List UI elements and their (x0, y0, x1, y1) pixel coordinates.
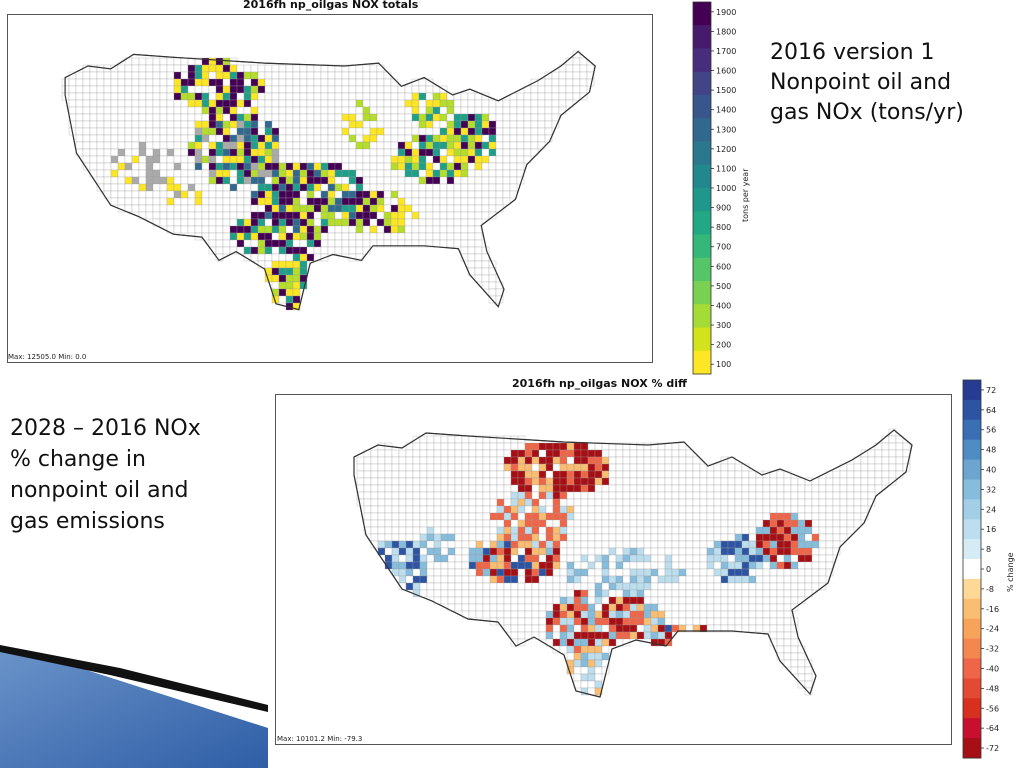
top-colorbar-swatch (693, 304, 711, 328)
bottom-colorbar-tick-label: 64 (986, 406, 996, 415)
top-map-maxmin: Max: 12505.0 Min: 0.0 (8, 353, 87, 361)
top-colorbar-tick-label: 1900 (716, 8, 736, 17)
top-colorbar-swatch (693, 71, 711, 96)
bottom-colorbar-swatch (963, 578, 981, 600)
top-colorbar-tick-label: 300 (716, 321, 731, 330)
bottom-map-canvas (353, 428, 913, 698)
bottom-colorbar-label: % change (1006, 552, 1015, 592)
bottom-colorbar-swatch (963, 638, 981, 660)
top-map-colorbar: 100 200 300 400 500 600 700 800 900 1000 1100 1200 1… (692, 1, 736, 375)
bottom-colorbar-swatch (963, 459, 981, 480)
top-colorbar-tick-label: 900 (716, 204, 731, 213)
bottom-map-maxmin: Max: 10101.2 Min: -79.3 (277, 735, 363, 743)
bottom-colorbar-swatch (963, 678, 981, 699)
top-colorbar-swatch (693, 164, 711, 189)
bottom-colorbar-swatch (963, 559, 981, 580)
bottom-colorbar-swatch (963, 380, 981, 401)
bottom-colorbar-swatch (963, 519, 981, 540)
bottom-colorbar-swatch (963, 738, 981, 759)
top-colorbar-swatch (693, 141, 711, 166)
top-colorbar-tick-label: 1000 (716, 184, 736, 193)
bottom-colorbar-tick-label: 16 (986, 525, 996, 534)
top-colorbar-tick-label: 1700 (716, 47, 736, 56)
bottom-colorbar-tick-label: -64 (986, 724, 999, 733)
top-map-title: 2016fh np_oilgas NOX totals (243, 0, 419, 11)
bottom-colorbar-tick-label: 56 (986, 426, 996, 435)
top-colorbar-tick-label: 800 (716, 223, 731, 232)
bottom-colorbar-swatch (963, 479, 981, 500)
bottom-colorbar-swatch (963, 718, 981, 739)
bottom-colorbar-tick-label: -40 (986, 664, 999, 673)
bottom-colorbar-swatch (963, 598, 981, 620)
bottom-map (275, 394, 952, 745)
top-colorbar-label: tons per year (741, 168, 750, 223)
top-colorbar-tick-label: 1800 (716, 27, 736, 36)
bottom-colorbar-swatch (963, 618, 981, 640)
top-colorbar-swatch (693, 95, 711, 119)
top-colorbar-tick-label: 1300 (716, 125, 736, 134)
top-colorbar-tick-label: 1600 (716, 67, 736, 76)
bottom-map-colorbar: 72 64 56 48 40 32 24 16 8 0 -8 -16 -24 -32 -40 -48 -56 -6… (962, 379, 999, 759)
bottom-colorbar-tick-label: -32 (986, 645, 999, 654)
bottom-colorbar-tick-label: 40 (986, 466, 996, 475)
top-colorbar-swatch (693, 188, 711, 212)
top-colorbar-tick-label: 1200 (716, 145, 736, 154)
bottom-colorbar-swatch (963, 539, 981, 560)
top-colorbar-swatch (693, 257, 711, 282)
top-colorbar-swatch (693, 118, 711, 142)
top-map-canvas (61, 50, 596, 311)
bottom-colorbar-tick-label: -16 (986, 605, 999, 614)
top-colorbar-swatch (693, 48, 711, 73)
bottom-colorbar-tick-label: 8 (986, 545, 991, 554)
bottom-map-title: 2016fh np_oilgas NOX % diff (512, 377, 687, 390)
bottom-colorbar-swatch (963, 658, 981, 679)
top-colorbar-tick-label: 1100 (716, 164, 736, 173)
top-colorbar-swatch (693, 234, 711, 259)
bottom-description: 2028 – 2016 NOx % change in nonpoint oil… (10, 416, 201, 534)
bottom-colorbar-tick-label: -48 (986, 684, 999, 693)
bottom-colorbar-tick-label: 32 (986, 485, 996, 494)
bottom-colorbar-tick-label: 72 (986, 386, 996, 395)
bottom-colorbar-swatch (963, 499, 981, 520)
top-colorbar-swatch (693, 211, 711, 235)
bottom-colorbar-tick-label: 0 (986, 565, 991, 574)
top-colorbar-swatch (693, 350, 711, 375)
top-map-counties (61, 50, 595, 311)
top-colorbar-tick-label: 500 (716, 282, 731, 291)
top-colorbar-tick-label: 100 (716, 360, 731, 369)
bottom-colorbar-tick-label: -8 (986, 585, 994, 594)
bottom-colorbar-swatch (963, 399, 981, 421)
top-colorbar-tick-label: 1500 (716, 86, 736, 95)
top-colorbar-swatch (693, 281, 711, 305)
top-colorbar-tick-label: 700 (716, 243, 731, 252)
bottom-colorbar-tick-label: -72 (986, 744, 999, 753)
top-map (7, 14, 653, 363)
top-colorbar-tick-label: 600 (716, 262, 731, 271)
bottom-colorbar-swatch (963, 439, 981, 461)
top-colorbar-swatch (693, 327, 711, 352)
top-colorbar-swatch (693, 2, 711, 26)
top-colorbar-tick-label: 400 (716, 301, 731, 310)
bottom-colorbar-swatch (963, 419, 981, 441)
bottom-colorbar-tick-label: -24 (986, 625, 999, 634)
top-description: 2016 version 1 Nonpoint oil and gas NOx … (770, 40, 964, 125)
bottom-colorbar-tick-label: -56 (986, 704, 999, 713)
top-colorbar-tick-label: 200 (716, 341, 731, 350)
bottom-colorbar-tick-label: 48 (986, 446, 996, 455)
top-colorbar-swatch (693, 25, 711, 49)
bottom-map-counties (356, 428, 911, 696)
bottom-colorbar-tick-label: 24 (986, 505, 996, 514)
bottom-colorbar-swatch (963, 698, 981, 719)
top-colorbar-tick-label: 1400 (716, 106, 736, 115)
